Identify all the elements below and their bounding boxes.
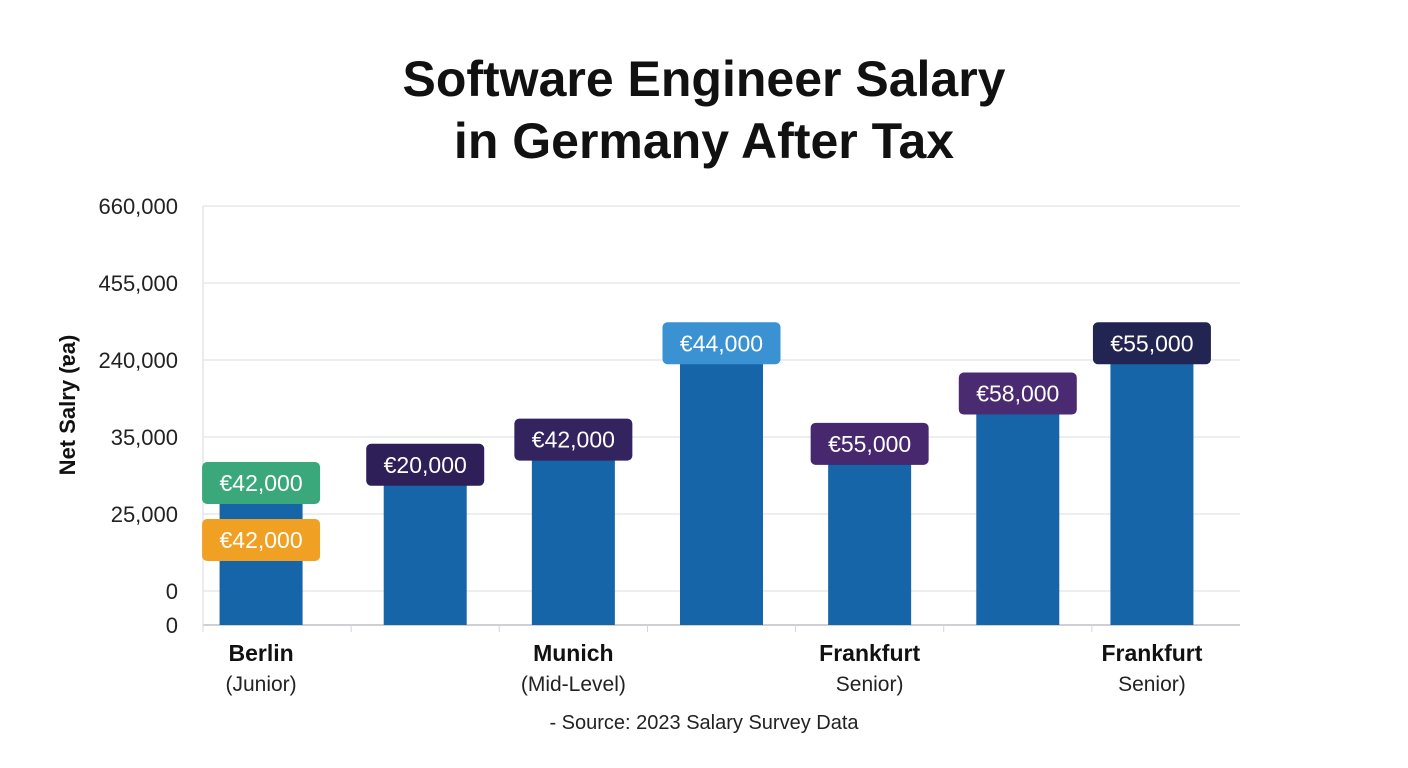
y-tick-label: 0	[166, 579, 178, 604]
bar	[680, 344, 763, 625]
data-label-badge	[810, 422, 929, 465]
data-label: €58,000	[976, 381, 1059, 407]
data-label: €42,000	[532, 427, 615, 453]
data-label-badge	[514, 418, 633, 461]
y-tick-label: 660,000	[98, 194, 178, 219]
data-label: €42,000	[220, 470, 303, 496]
data-label-badge	[202, 462, 321, 504]
data-label-badge	[202, 519, 321, 561]
bar	[828, 444, 912, 625]
y-tick-label: 240,000	[98, 348, 178, 373]
chart-title: Software Engineer Salary in Germany Afte…	[0, 48, 1408, 172]
data-label-badge	[958, 372, 1077, 415]
x-category-label: Frankfurt	[1101, 640, 1202, 666]
data-label-badge	[366, 443, 485, 486]
y-tick-label: 455,000	[98, 271, 178, 296]
y-tick-label: 25,000	[111, 502, 178, 527]
bar	[531, 440, 615, 625]
bar	[1110, 344, 1194, 625]
y-axis-label: Net Salry (ɐa)	[55, 335, 80, 476]
data-label-badge	[1092, 322, 1211, 365]
bar	[976, 394, 1060, 625]
title-line-2: in Germany After Tax	[453, 113, 955, 169]
source-note: - Source: 2023 Salary Survey Data	[549, 712, 859, 734]
x-category-label: Berlin	[228, 640, 293, 666]
x-category-sublabel: (Mid-Level)	[521, 673, 626, 696]
title-line-1: Software Engineer Salary	[402, 51, 1006, 107]
data-label-badge	[662, 322, 781, 365]
bar	[219, 499, 303, 625]
bar	[383, 465, 467, 625]
x-category-sublabel: (Junior)	[225, 673, 296, 696]
data-label: €44,000	[680, 330, 763, 356]
x-category-sublabel: Senior)	[836, 673, 904, 696]
data-label: €55,000	[1110, 330, 1193, 356]
x-category-sublabel: Senior)	[1118, 673, 1186, 696]
y-tick-label: 35,000	[111, 425, 178, 450]
data-label: €42,000	[220, 527, 303, 553]
x-category-label: Frankfurt	[819, 640, 920, 666]
y-tick-label: 0	[166, 613, 178, 638]
data-label: €20,000	[384, 452, 467, 478]
x-category-label: Munich	[533, 640, 614, 666]
data-label: €55,000	[828, 431, 911, 457]
